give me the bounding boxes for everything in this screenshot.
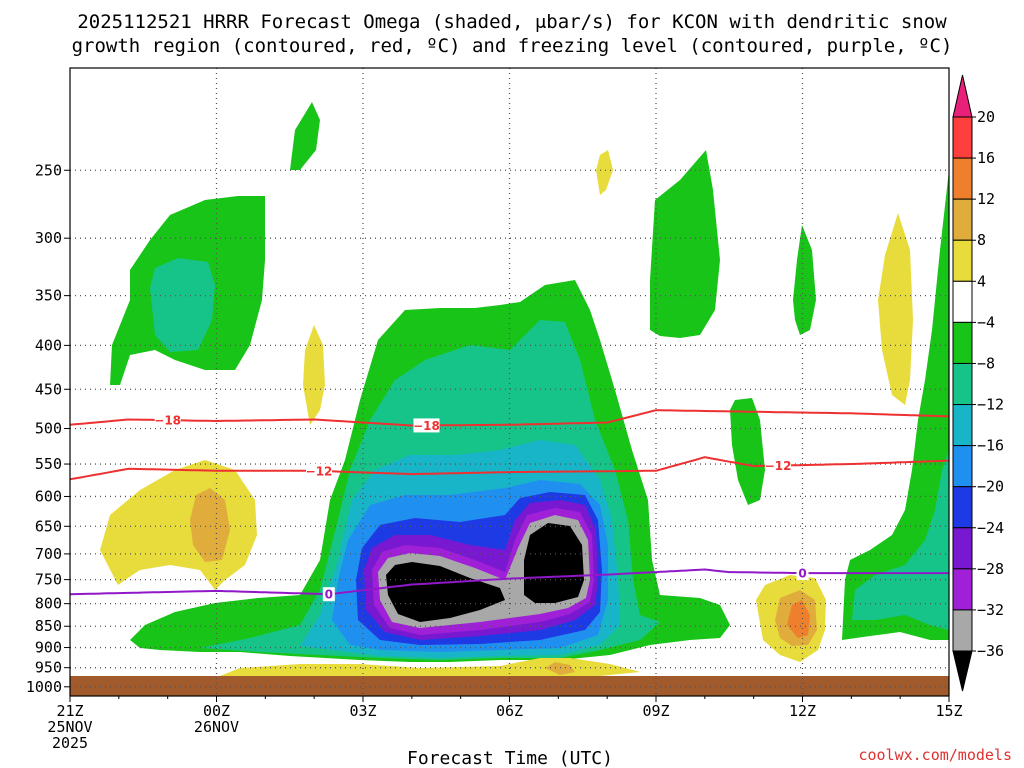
- contour-dendritic-minus18: [69, 409, 950, 427]
- colorbar-label: −12: [977, 396, 1004, 414]
- colorbar-bin: [952, 486, 973, 529]
- x-tick-label: 06Z: [496, 702, 523, 720]
- contour-lines: −18 −18 −12 −12 0 0: [69, 409, 950, 602]
- contour-label-bg: [765, 458, 792, 473]
- omega-blob-top-small: [290, 102, 320, 170]
- x-tick-label: 12Z: [789, 702, 816, 720]
- colorbar-label: −24: [977, 519, 1004, 537]
- contour-label: −18: [154, 414, 181, 428]
- colorbar-label: 8: [977, 231, 986, 249]
- y-tick-label: 600: [35, 487, 62, 505]
- omega-shading: [100, 102, 949, 676]
- y-tick-label: 300: [35, 229, 62, 247]
- x-axis-title: Forecast Time (UTC): [407, 748, 613, 768]
- colorbar-bin: [952, 157, 973, 200]
- surface-band: [70, 676, 949, 696]
- omega-blob-orange-left: [190, 488, 230, 562]
- contour-label-bg: [796, 566, 809, 581]
- omega-blob-yellow-surface: [220, 658, 640, 676]
- contour-label-bg: [154, 413, 181, 428]
- chart-title-line2: growth region (contoured, red, ºC) and f…: [72, 35, 953, 57]
- x-tick-date: 25NOV: [47, 718, 92, 736]
- y-tick-label: 500: [35, 420, 62, 438]
- omega-blob-yellow-14z: [878, 213, 913, 405]
- omega-blob-yellow-left: [100, 460, 257, 590]
- y-tick-label: 750: [35, 571, 62, 589]
- omega-blob-yellow-1: [303, 325, 325, 425]
- contour-label-bg: [322, 587, 335, 602]
- x-tick-label: 15Z: [935, 702, 962, 720]
- contour-dendritic-minus12: [69, 456, 950, 481]
- y-tick-label: 800: [35, 595, 62, 613]
- colorbar-bottom-arrow: [952, 650, 973, 692]
- x-tick-label: 03Z: [349, 702, 376, 720]
- colorbar: 20 16 12 8 4 −4 −8 −12 −16 −20 −24 −28 −32 −36: [952, 74, 1004, 692]
- contour-label: −18: [413, 419, 440, 433]
- colorbar-label: 16: [977, 149, 995, 167]
- colorbar-label: 4: [977, 272, 986, 290]
- colorbar-bin: [952, 362, 973, 406]
- omega-blob-darkorange-12z: [787, 600, 810, 638]
- colorbar-label: −36: [977, 642, 1004, 660]
- colorbar-bin: [952, 445, 973, 488]
- colorbar-label: −8: [977, 354, 995, 372]
- omega-blob-orange-surface: [545, 662, 575, 675]
- contour-label: 0: [798, 567, 806, 581]
- colorbar-bin: [952, 321, 973, 364]
- colorbar-bin: [952, 568, 973, 611]
- colorbar-top-arrow: [952, 74, 973, 118]
- y-tick-label: 400: [35, 336, 62, 354]
- colorbar-label: −32: [977, 601, 1004, 619]
- y-tick-label: 700: [35, 545, 62, 563]
- colorbar-bin: [952, 609, 973, 652]
- colorbar-bin: [952, 404, 973, 447]
- omega-core-black-left: [386, 562, 505, 622]
- x-tick-year: 2025: [52, 734, 88, 752]
- y-tick-label: 450: [35, 380, 62, 398]
- colorbar-label: −4: [977, 313, 995, 331]
- colorbar-bin: [952, 527, 973, 570]
- omega-blob-right-teal: [852, 450, 949, 630]
- y-axis: 250 300 350 400 450 500 550 600 650 700 750 800 850 9…: [26, 161, 70, 696]
- colorbar-bin: [952, 239, 973, 282]
- contour-label-bg: [306, 463, 333, 478]
- x-tick-label: 21Z: [56, 702, 83, 720]
- contour-label: −12: [306, 464, 333, 478]
- omega-core-black-right: [524, 523, 584, 603]
- omega-blob-yellow-2: [596, 150, 613, 195]
- colorbar-label: 12: [977, 190, 995, 208]
- colorbar-label: −16: [977, 437, 1004, 455]
- x-tick-label: 09Z: [642, 702, 669, 720]
- credit-link[interactable]: coolwx.com/models: [858, 746, 1012, 764]
- colorbar-bin: [952, 198, 973, 241]
- y-tick-label: 850: [35, 617, 62, 635]
- y-tick-label: 1000: [26, 678, 62, 696]
- omega-blob-right: [842, 170, 949, 640]
- y-tick-label: 650: [35, 517, 62, 535]
- x-tick-date: 26NOV: [194, 718, 239, 736]
- colorbar-bin: [952, 280, 973, 323]
- y-tick-label: 250: [35, 161, 62, 179]
- contour-label: 0: [325, 588, 333, 602]
- y-tick-label: 350: [35, 287, 62, 305]
- omega-blob-green-12z: [793, 225, 816, 335]
- y-tick-label: 950: [35, 659, 62, 677]
- omega-blob-upper-right: [650, 150, 720, 338]
- omega-blob-upper-left-core: [150, 258, 215, 352]
- colorbar-bin: [952, 116, 973, 159]
- colorbar-label: 20: [977, 108, 995, 126]
- contour-label-bg: [413, 418, 440, 433]
- contour-label: −12: [765, 459, 792, 473]
- y-tick-label: 550: [35, 455, 62, 473]
- y-tick-label: 900: [35, 639, 62, 657]
- colorbar-label: −28: [977, 560, 1004, 578]
- x-tick-label: 00Z: [203, 702, 230, 720]
- omega-blob-green-11z: [730, 398, 765, 505]
- chart-title-line1: 2025112521 HRRR Forecast Omega (shaded, …: [77, 11, 947, 33]
- colorbar-label: −20: [977, 478, 1004, 496]
